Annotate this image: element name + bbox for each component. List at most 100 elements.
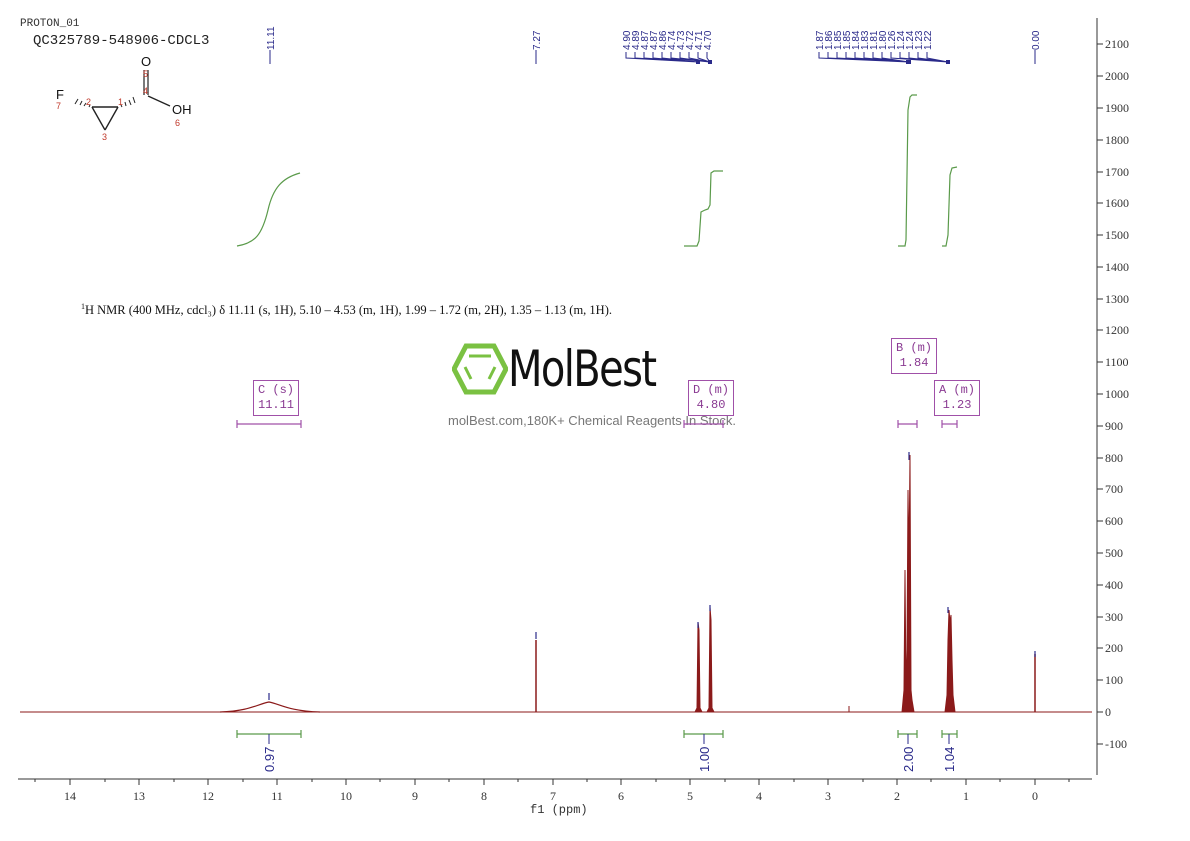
sample-id: QC325789-548906-CDCL3	[33, 33, 210, 49]
multiplet-box-a: A (m) 1.23	[934, 380, 981, 416]
svg-text:1.24: 1.24	[905, 30, 916, 50]
svg-text:2.00: 2.00	[901, 747, 916, 772]
svg-text:4.72: 4.72	[685, 30, 696, 50]
x-axis	[18, 778, 1092, 785]
svg-text:4.70: 4.70	[703, 30, 714, 50]
svg-text:7: 7	[56, 101, 61, 111]
svg-text:4.89: 4.89	[631, 30, 642, 50]
svg-text:2100: 2100	[1105, 37, 1129, 51]
svg-text:7.27: 7.27	[532, 30, 543, 50]
svg-text:200: 200	[1105, 641, 1123, 655]
svg-text:0.97: 0.97	[262, 747, 277, 772]
svg-text:1.26: 1.26	[887, 30, 898, 50]
svg-text:4: 4	[756, 789, 762, 803]
peak-labels: 11.11 7.27 4.90 4.89 4.87 4.87 4.86 4.74…	[266, 26, 1042, 50]
multiplet-box-d: D (m) 4.80	[688, 380, 735, 416]
multiplet-range-bars	[236, 420, 958, 428]
svg-text:900: 900	[1105, 419, 1123, 433]
svg-text:9: 9	[412, 789, 418, 803]
fluorine-label: F	[56, 87, 64, 102]
svg-text:4.74: 4.74	[667, 30, 678, 50]
svg-text:6: 6	[175, 118, 180, 128]
svg-text:2: 2	[894, 789, 900, 803]
svg-text:1.22: 1.22	[923, 30, 934, 50]
svg-text:1: 1	[963, 789, 969, 803]
svg-text:4.71: 4.71	[694, 30, 705, 50]
y-axis	[1096, 18, 1103, 775]
svg-text:5: 5	[143, 69, 148, 79]
svg-text:7: 7	[550, 789, 556, 803]
peak-tip-markers	[268, 452, 1036, 700]
svg-text:400: 400	[1105, 578, 1123, 592]
svg-text:11: 11	[271, 789, 283, 803]
svg-text:0.00: 0.00	[1031, 30, 1042, 50]
svg-text:0: 0	[1032, 789, 1038, 803]
y-tick-labels: 2100 2000 1900 1800 1700 1600 1500 1400 …	[1105, 37, 1129, 751]
brand-tagline: molBest.com,180K+ Chemical Reagents In S…	[448, 413, 736, 428]
svg-text:1.23: 1.23	[914, 30, 925, 50]
svg-text:12: 12	[202, 789, 214, 803]
molbest-logo-icon	[452, 343, 508, 395]
svg-text:300: 300	[1105, 610, 1123, 624]
x-axis-label: f1 (ppm)	[530, 803, 588, 817]
nmr-description: 1H NMR (400 MHz, cdcl₃) δ 11.11 (s, 1H),…	[81, 302, 612, 318]
chemical-structure: O OH F 5 4 1 2 3 6 7	[56, 54, 192, 142]
brand-name: MolBest	[508, 340, 657, 398]
svg-text:800: 800	[1105, 451, 1123, 465]
svg-text:6: 6	[618, 789, 624, 803]
x-tick-labels: 14 13 12 11 10 9 8 7 6 5 4 3 2 1 0	[64, 789, 1038, 803]
svg-text:0: 0	[1105, 705, 1111, 719]
svg-text:1.87: 1.87	[815, 30, 826, 50]
svg-text:3: 3	[102, 132, 107, 142]
svg-text:1.80: 1.80	[878, 30, 889, 50]
svg-text:5: 5	[687, 789, 693, 803]
svg-text:1500: 1500	[1105, 228, 1129, 242]
svg-text:8: 8	[481, 789, 487, 803]
svg-text:4.87: 4.87	[640, 30, 651, 50]
svg-text:3: 3	[825, 789, 831, 803]
svg-text:4.87: 4.87	[649, 30, 660, 50]
svg-text:4.90: 4.90	[622, 30, 633, 50]
svg-text:1200: 1200	[1105, 323, 1129, 337]
svg-text:1000: 1000	[1105, 387, 1129, 401]
svg-text:1: 1	[118, 97, 123, 107]
svg-text:1.81: 1.81	[869, 30, 880, 50]
svg-text:1600: 1600	[1105, 196, 1129, 210]
svg-text:1900: 1900	[1105, 101, 1129, 115]
svg-text:1.83: 1.83	[860, 30, 871, 50]
oxygen-label: O	[141, 54, 151, 69]
svg-text:4.73: 4.73	[676, 30, 687, 50]
svg-text:10: 10	[340, 789, 352, 803]
svg-text:1800: 1800	[1105, 133, 1129, 147]
svg-text:1700: 1700	[1105, 165, 1129, 179]
multiplet-box-b: B (m) 1.84	[891, 338, 938, 374]
svg-text:500: 500	[1105, 546, 1123, 560]
svg-text:2000: 2000	[1105, 69, 1129, 83]
svg-text:14: 14	[64, 789, 76, 803]
svg-text:4: 4	[143, 86, 148, 96]
svg-text:1.86: 1.86	[824, 30, 835, 50]
svg-text:11.11: 11.11	[266, 26, 277, 50]
svg-text:700: 700	[1105, 482, 1123, 496]
svg-text:1300: 1300	[1105, 292, 1129, 306]
svg-text:-100: -100	[1105, 737, 1127, 751]
integral-values: 0.97 1.00 2.00 1.04	[262, 747, 957, 772]
svg-text:1.24: 1.24	[896, 30, 907, 50]
svg-text:4.86: 4.86	[658, 30, 669, 50]
svg-text:1.04: 1.04	[942, 747, 957, 772]
integral-range-bars	[236, 730, 958, 738]
svg-text:1.85: 1.85	[842, 30, 853, 50]
integral-curves	[236, 94, 958, 247]
experiment-name: PROTON_01	[20, 18, 80, 30]
svg-text:1.00: 1.00	[697, 747, 712, 772]
svg-text:1400: 1400	[1105, 260, 1129, 274]
svg-text:2: 2	[86, 97, 91, 107]
svg-text:100: 100	[1105, 673, 1123, 687]
svg-text:1.84: 1.84	[851, 30, 862, 50]
svg-text:1.85: 1.85	[833, 30, 844, 50]
peak-label-leaders	[269, 50, 1036, 64]
svg-text:600: 600	[1105, 514, 1123, 528]
hydroxyl-label: OH	[172, 102, 192, 117]
